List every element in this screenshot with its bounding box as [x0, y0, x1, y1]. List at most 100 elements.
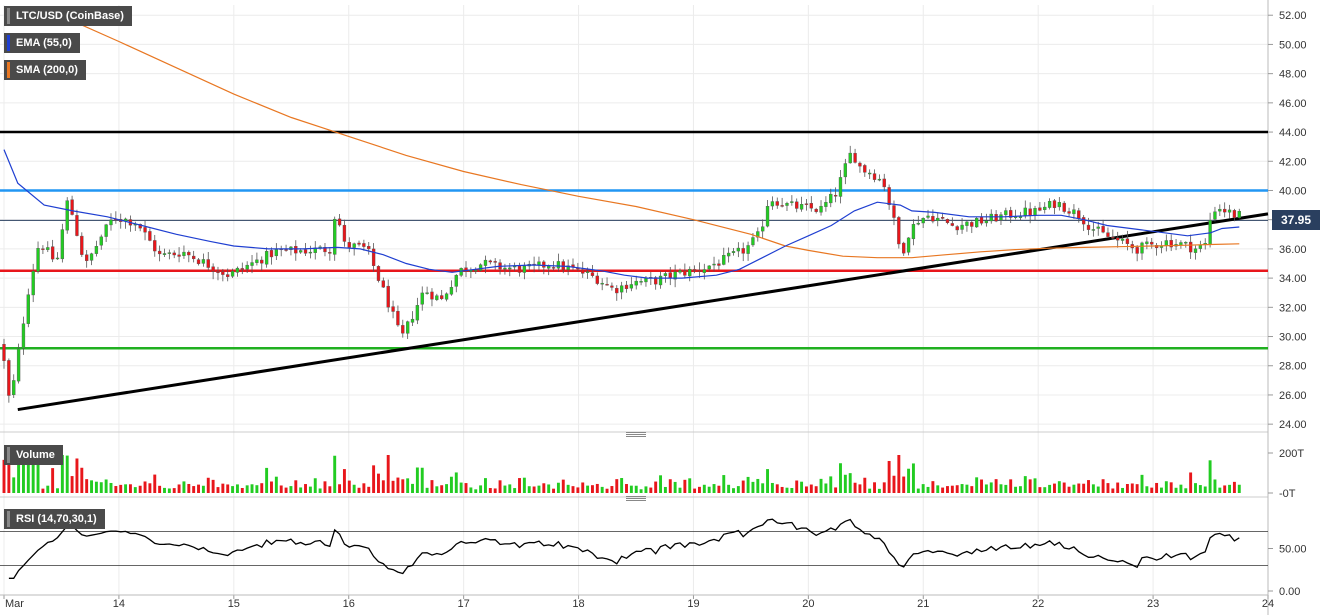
volume-bar — [688, 478, 692, 493]
candle-body — [60, 229, 65, 260]
candle-body — [926, 215, 930, 218]
volume-bar — [722, 475, 726, 493]
symbol-legend[interactable]: LTC/USD (CoinBase) — [4, 6, 132, 26]
volume-bar — [600, 486, 604, 493]
candle-body — [746, 245, 750, 254]
candle-body — [333, 218, 337, 255]
candle-body — [1028, 208, 1032, 216]
volume-bar — [1169, 482, 1173, 493]
volume-bar — [1203, 486, 1207, 493]
last-price-tag: 37.95 — [1272, 210, 1320, 230]
candle-body — [658, 275, 663, 286]
volume-bar — [882, 482, 886, 493]
volume-bar — [7, 455, 11, 493]
candle-body — [814, 208, 818, 212]
volume-bar — [702, 484, 706, 493]
candle-body — [994, 214, 998, 222]
candle-body — [7, 360, 11, 396]
candle-body — [1081, 217, 1086, 225]
volume-bar — [590, 485, 594, 493]
volume-bar — [498, 480, 502, 493]
volume-bar — [1121, 487, 1125, 493]
volume-bar — [187, 483, 191, 493]
candle-body — [177, 254, 181, 257]
volume-bar — [1189, 472, 1193, 493]
volume-pane-resize-handle[interactable] — [626, 432, 646, 437]
volume-bar — [430, 480, 434, 493]
candle-body — [328, 252, 332, 254]
candle-body — [1096, 226, 1100, 229]
candle-body — [892, 205, 896, 218]
candle-body — [75, 215, 79, 236]
candlestick-series — [2, 145, 1241, 403]
candle-body — [187, 251, 191, 256]
candle-body — [444, 293, 449, 300]
candle-body — [517, 265, 522, 273]
volume-bar — [148, 483, 152, 493]
volume-bar — [518, 478, 521, 493]
volume-bar — [1014, 486, 1018, 493]
volume-bar — [469, 487, 473, 493]
volume-bar — [36, 461, 40, 493]
candle-body — [172, 252, 176, 256]
candle-body — [148, 231, 152, 241]
sma-color-marker — [7, 62, 10, 78]
volume-bar — [1150, 487, 1154, 493]
volume-bar — [1174, 487, 1178, 493]
volume-bar — [245, 485, 249, 493]
volume-bar — [522, 477, 526, 493]
volume-bar — [1023, 476, 1027, 493]
candle-body — [1072, 209, 1076, 215]
candle-body — [250, 262, 254, 266]
volume-bar — [104, 479, 108, 493]
volume-bar — [21, 455, 25, 493]
candle-body — [143, 227, 147, 233]
candle-body — [1106, 232, 1110, 237]
volume-bar — [556, 482, 560, 493]
ema-legend-text: EMA (55,0) — [16, 37, 72, 49]
candle-body — [916, 222, 920, 225]
volume-bar — [415, 467, 419, 493]
volume-bar — [221, 483, 225, 493]
volume-bar — [868, 488, 872, 493]
ema-legend[interactable]: EMA (55,0) — [4, 33, 80, 53]
volume-bar — [381, 480, 385, 493]
time-tick-label: 19 — [687, 598, 699, 610]
volume-bar — [488, 488, 492, 493]
volume-bar — [697, 486, 701, 493]
volume-bar — [1048, 484, 1052, 493]
candle-body — [955, 226, 959, 231]
price-tick-label: 40.00 — [1279, 185, 1307, 197]
candle-body — [1227, 209, 1232, 213]
volume-bar — [1125, 484, 1129, 493]
candle-body — [717, 263, 721, 266]
candle-body — [85, 254, 89, 261]
candle-body — [858, 162, 862, 167]
sma-legend[interactable]: SMA (200,0) — [4, 60, 86, 80]
candle-body — [945, 219, 950, 223]
time-tick-label: 18 — [572, 598, 584, 610]
candle-body — [615, 288, 619, 294]
price-grid — [0, 5, 1269, 595]
symbol-legend-text: LTC/USD (CoinBase) — [16, 10, 124, 22]
volume-bar — [342, 469, 346, 493]
candle-body — [877, 178, 882, 181]
volume-bar — [119, 484, 123, 493]
candle-body — [1135, 247, 1139, 254]
volume-bar — [1067, 486, 1071, 493]
volume-legend[interactable]: Volume — [4, 445, 63, 465]
volume-bar — [143, 481, 147, 493]
rsi-legend[interactable]: RSI (14,70,30,1) — [4, 509, 105, 529]
volume-bar — [853, 482, 857, 493]
candle-body — [585, 271, 590, 273]
volume-bar — [1145, 486, 1149, 493]
rsi-pane-resize-handle[interactable] — [626, 496, 646, 501]
volume-tick-label: 200T — [1279, 448, 1304, 460]
candle-body — [70, 199, 74, 215]
price-tick-label: 52.00 — [1279, 10, 1307, 22]
price-tick-label: 46.00 — [1279, 98, 1307, 110]
candle-body — [216, 271, 220, 274]
volume-bar — [780, 486, 784, 493]
candle-body — [702, 269, 706, 273]
